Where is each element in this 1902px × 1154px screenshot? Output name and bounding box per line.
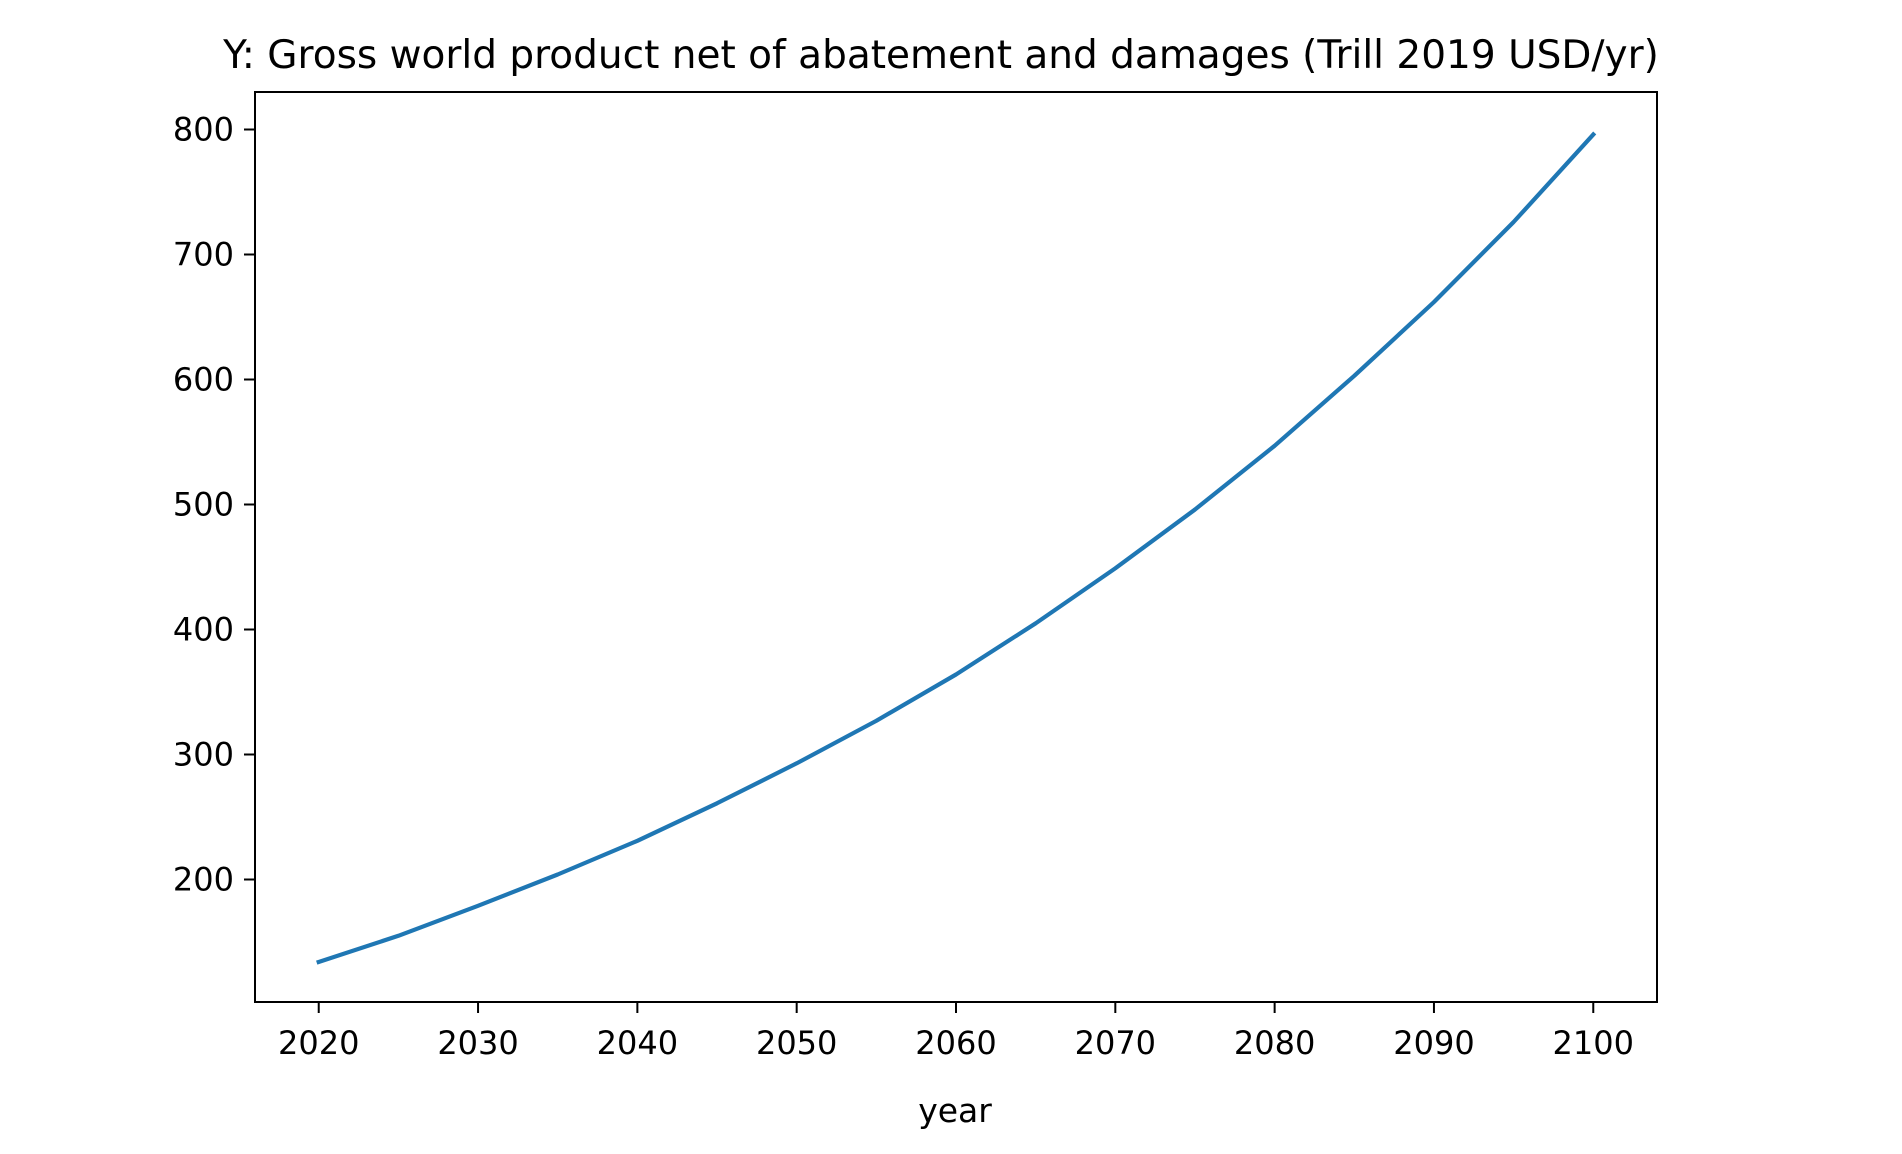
y-tick-label: 800 [173,111,234,149]
x-tick-label: 2100 [1553,1024,1634,1062]
x-axis: 2020 2030 2040 2050 2060 2070 2080 2090 2100 [278,1002,1634,1062]
x-tick-label: 2030 [437,1024,518,1062]
y-tick-label: 400 [173,611,234,649]
x-tick-label: 2020 [278,1024,359,1062]
y-axis: 200 300 400 500 600 700 800 [173,111,255,899]
plot-area [254,91,1658,1003]
x-tick-label: 2060 [915,1024,996,1062]
y-tick-label: 700 [173,236,234,274]
x-tick-label: 2090 [1393,1024,1474,1062]
x-tick-label: 2070 [1075,1024,1156,1062]
x-tick-label: 2080 [1234,1024,1315,1062]
axes-frame [254,91,1658,1003]
chart-title: Y: Gross world product net of abatement … [222,33,1659,78]
series-line [316,131,1597,965]
y-tick-label: 300 [173,736,234,774]
x-tick-label: 2040 [597,1024,678,1062]
y-tick-label: 600 [173,361,234,399]
x-axis-label: year [918,1091,992,1130]
x-tick-label: 2050 [756,1024,837,1062]
y-tick-label: 200 [173,861,234,899]
y-tick-label: 500 [173,486,234,524]
